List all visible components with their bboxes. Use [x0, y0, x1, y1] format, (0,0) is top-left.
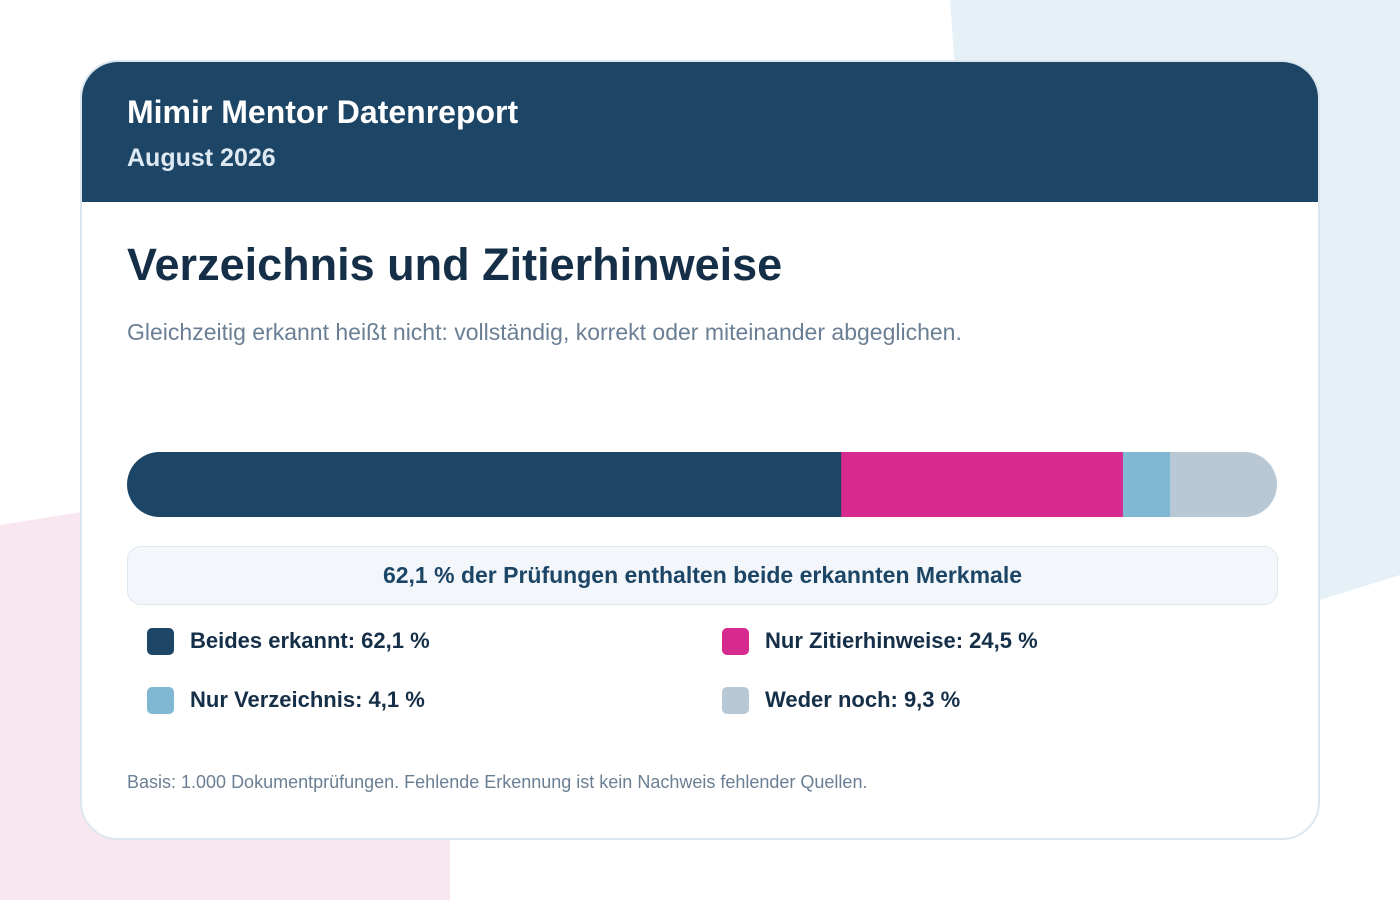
bar-segment-nur-zitierhinweise: [841, 452, 1124, 517]
legend-item: Weder noch: 9,3 %: [722, 686, 960, 714]
legend-label: Nur Verzeichnis: 4,1 %: [190, 687, 425, 712]
report-header: Mimir Mentor Datenreport August 2026: [82, 62, 1318, 202]
legend-label: Weder noch: 9,3 %: [765, 687, 961, 712]
stacked-bar-svg: [127, 452, 1277, 517]
legend-swatch: [722, 627, 749, 655]
legend-label: Beides erkannt: 62,1 %: [190, 628, 430, 653]
legend-swatch: [722, 686, 749, 714]
legend-item: Beides erkannt: 62,1 %: [147, 627, 430, 655]
stacked-bar-chart: [127, 452, 1277, 517]
legend-swatch: [147, 686, 174, 714]
report-period: August 2026: [127, 144, 276, 172]
legend-item: Nur Zitierhinweise: 24,5 %: [722, 627, 1038, 655]
report-card: Mimir Mentor Datenreport August 2026 Ver…: [80, 60, 1320, 840]
report-brand: Mimir Mentor Datenreport: [127, 94, 519, 130]
page-title: Verzeichnis und Zitierhinweise: [127, 239, 783, 290]
bar-segment-nur-verzeichnis: [1122, 452, 1171, 517]
legend-item: Nur Verzeichnis: 4,1 %: [147, 686, 425, 714]
key-finding-callout: 62,1 % der Prüfungen enthalten beide erk…: [127, 546, 1278, 605]
bar-segment-weder-noch: [1170, 452, 1277, 517]
bar-segment-beides-erkannt: [127, 452, 842, 517]
legend-label: Nur Zitierhinweise: 24,5 %: [765, 628, 1038, 653]
page-subtitle: Gleichzeitig erkannt heißt nicht: vollst…: [127, 319, 962, 345]
footnote: Basis: 1.000 Dokumentprüfungen. Fehlende…: [127, 772, 868, 792]
legend-swatch: [147, 627, 174, 655]
chart-legend: Beides erkannt: 62,1 % Nur Zitierhinweise…: [147, 627, 1247, 747]
